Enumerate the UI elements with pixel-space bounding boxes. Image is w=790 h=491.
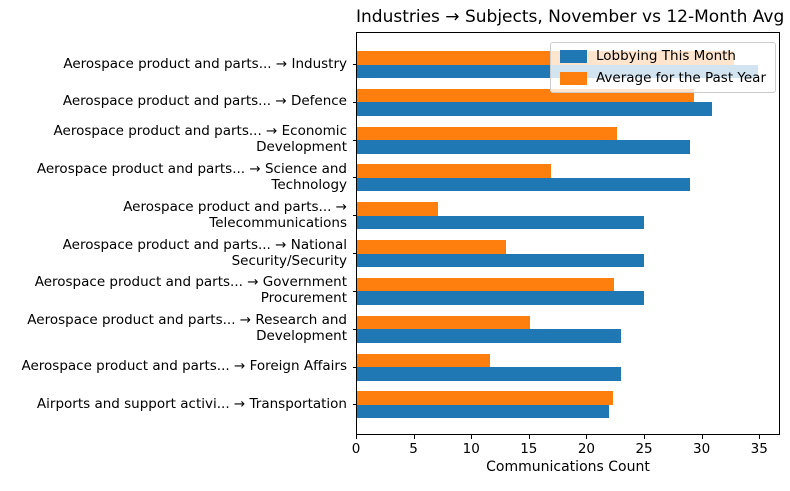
category-label: Aerospace product and parts... → Governm… — [34, 274, 347, 307]
x-axis-tick-label: 10 — [462, 441, 480, 457]
x-axis-tick-label: 30 — [693, 441, 711, 457]
category-label: Aerospace product and parts... → Telecomm… — [123, 198, 347, 231]
y-axis-tick — [353, 215, 357, 217]
bar-average-past-year — [357, 126, 618, 141]
bar-lobbying-this-month — [357, 404, 610, 419]
category-label: Aerospace product and parts... → Defence — [62, 93, 347, 110]
category-label: Aerospace product and parts... → Researc… — [27, 312, 347, 345]
x-axis-tick — [644, 435, 646, 439]
y-axis-tick — [353, 101, 357, 103]
bar-average-past-year — [357, 202, 439, 216]
x-axis-tick — [701, 435, 703, 439]
bars-layer — [353, 33, 779, 434]
bar-lobbying-this-month — [357, 367, 621, 381]
bar-average-past-year — [357, 315, 531, 330]
legend: Lobbying This Month Average for the Past… — [549, 42, 776, 93]
legend-swatch-orange — [559, 71, 587, 85]
y-axis-tick — [353, 328, 357, 330]
legend-swatch-blue — [559, 49, 587, 63]
bar-lobbying-this-month — [357, 215, 644, 230]
y-axis-tick — [353, 253, 357, 255]
y-axis-tick — [353, 64, 357, 65]
x-axis-tick-label: 20 — [577, 441, 596, 457]
category-label: Airports and support activi... → Transpo… — [36, 395, 347, 412]
bar-lobbying-this-month — [357, 253, 644, 268]
bar-average-past-year — [357, 391, 613, 405]
x-axis-tick-label: 5 — [409, 441, 418, 457]
category-label: Aerospace product and parts... → Science… — [36, 160, 347, 193]
y-axis-tick — [353, 366, 357, 368]
bar-average-past-year — [357, 353, 491, 368]
x-axis-tick — [356, 435, 357, 439]
y-axis-tick — [353, 290, 357, 292]
category-label: Aerospace product and parts... → Economi… — [53, 123, 347, 156]
x-axis: 0 5 10 15 20 25 30 35 — [352, 435, 780, 465]
chart-title: Industries → Subjects, November vs 12-Mo… — [356, 7, 785, 27]
category-label: Aerospace product and parts... → Nationa… — [62, 236, 347, 269]
legend-label-this-month: Lobbying This Month — [595, 48, 736, 64]
x-axis-tick-label: 25 — [635, 441, 653, 457]
bar-average-past-year — [357, 164, 551, 178]
x-axis-tick — [586, 435, 588, 439]
x-axis-tick — [528, 435, 530, 439]
x-axis-tick-label: 15 — [520, 441, 538, 457]
bar-lobbying-this-month — [357, 140, 690, 154]
x-axis-tick — [413, 435, 415, 439]
y-axis-tick — [353, 139, 357, 141]
plot-area: Lobbying This Month Average for the Past… — [353, 32, 780, 435]
bar-average-past-year — [357, 240, 507, 254]
x-axis-label: Communications Count — [486, 459, 650, 475]
legend-label-past-year: Average for the Past Year — [595, 70, 766, 86]
x-axis-tick — [759, 435, 761, 439]
legend-item-this-month: Lobbying This Month — [559, 48, 766, 64]
category-label: Aerospace product and parts... → Industr… — [63, 55, 347, 72]
bar-lobbying-this-month — [357, 329, 621, 343]
bar-lobbying-this-month — [357, 177, 690, 192]
x-axis-tick-label: 35 — [750, 441, 768, 457]
bar-average-past-year — [357, 277, 614, 292]
y-axis-tick — [353, 177, 357, 179]
x-axis-tick-label: 0 — [351, 441, 361, 457]
category-label: Aerospace product and parts... → Foreign… — [21, 358, 347, 375]
bar-lobbying-this-month — [357, 102, 713, 116]
y-axis-tick — [353, 404, 357, 406]
bar-lobbying-this-month — [357, 291, 644, 305]
y-axis-category-labels: Aerospace product and parts... → Industr… — [0, 32, 347, 435]
x-axis-tick — [471, 435, 473, 439]
legend-item-past-year: Average for the Past Year — [559, 70, 766, 86]
